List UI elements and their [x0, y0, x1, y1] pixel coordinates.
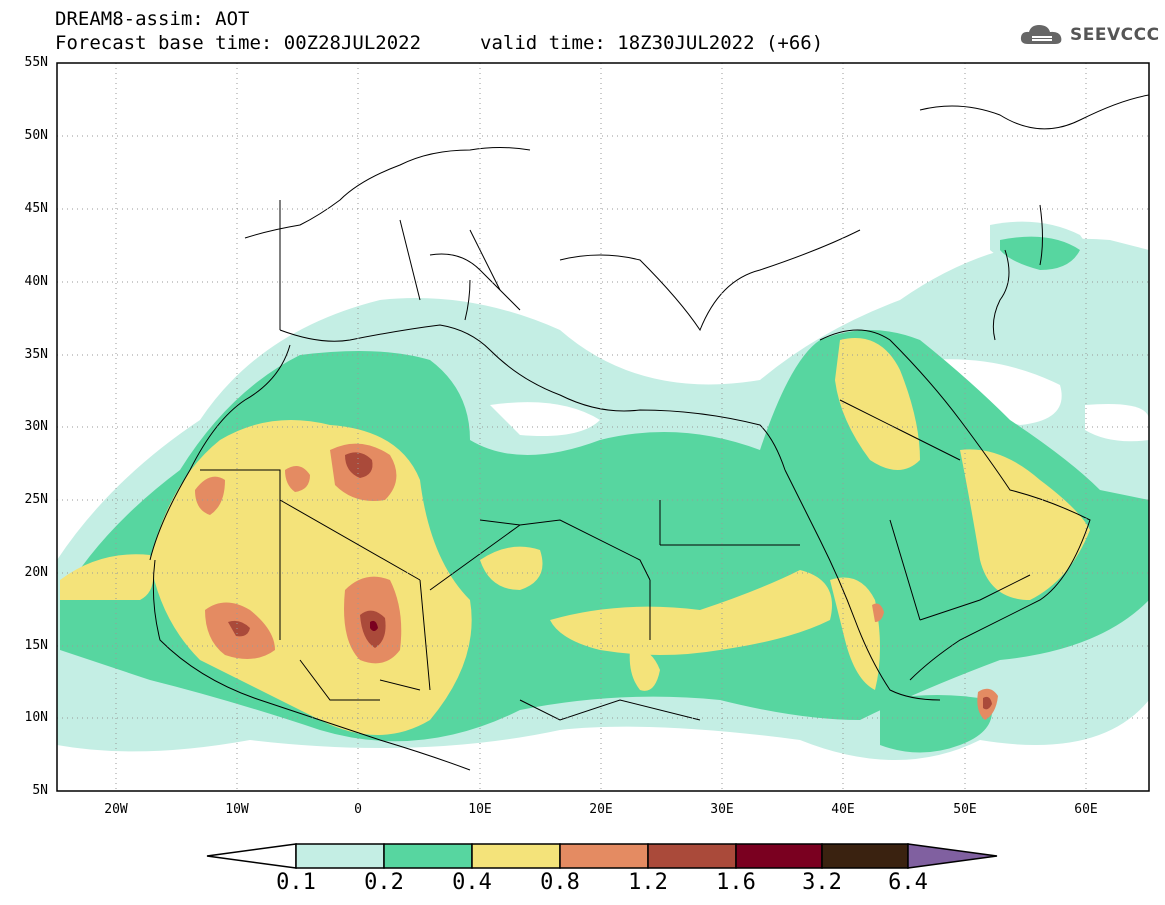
colorbar-segment-0.8-1.2 [559, 843, 649, 869]
lon-label-10e: 10E [468, 802, 492, 817]
forecast-base-time: Forecast base time: 00Z28JUL2022 [55, 32, 422, 54]
lat-label-10n: 10N [24, 710, 48, 725]
colorbar-label-1.6: 1.6 [716, 870, 756, 895]
lon-label-20w: 20W [104, 802, 128, 817]
logo-text: SEEVCCC [1070, 25, 1160, 45]
lat-label-20n: 20N [24, 565, 48, 580]
colorbar-label-3.2: 3.2 [802, 870, 842, 895]
lat-label-25n: 25N [24, 492, 48, 507]
lat-label-15n: 15N [24, 638, 48, 653]
lat-label-55n: 55N [24, 55, 48, 70]
colorbar-upper-arrow [907, 843, 998, 869]
lon-label-40e: 40E [831, 802, 855, 817]
colorbar-segment-0.1-0.2 [295, 843, 385, 869]
colorbar-label-0.8: 0.8 [540, 870, 580, 895]
map-frame [56, 62, 1150, 792]
colorbar-segment-0.2-0.4 [383, 843, 473, 869]
seevccc-logo: SEEVCCC [1018, 22, 1160, 48]
map-title: DREAM8-assim: AOT [55, 8, 250, 30]
colorbar-label-0.4: 0.4 [452, 870, 492, 895]
lat-label-40n: 40N [24, 274, 48, 289]
lon-label-50e: 50E [953, 802, 977, 817]
valid-time: valid time: 18Z30JUL2022 (+66) [480, 32, 824, 54]
lat-label-30n: 30N [24, 419, 48, 434]
colorbar-label-0.1: 0.1 [276, 870, 316, 895]
cloud-icon [1020, 25, 1062, 44]
lon-label-10w: 10W [225, 802, 249, 817]
colorbar-segment-1.2-1.6 [647, 843, 737, 869]
colorbar-label-1.2: 1.2 [628, 870, 668, 895]
lat-label-50n: 50N [24, 128, 48, 143]
lon-label-0: 0 [354, 802, 362, 817]
colorbar-lower-arrow [206, 843, 297, 869]
colorbar-segment-0.4-0.8 [471, 843, 561, 869]
lat-label-45n: 45N [24, 201, 48, 216]
colorbar-segment-3.2-6.4 [821, 843, 909, 869]
lat-label-5n: 5N [32, 783, 48, 798]
colorbar-label-0.2: 0.2 [364, 870, 404, 895]
gridlines [57, 63, 1149, 791]
colorbar-label-6.4: 6.4 [888, 870, 928, 895]
aot-field [57, 94, 1149, 771]
lon-label-20e: 20E [589, 802, 613, 817]
lon-label-30e: 30E [710, 802, 734, 817]
colorbar-segment-1.6-3.2 [735, 843, 823, 869]
lat-label-35n: 35N [24, 347, 48, 362]
lon-label-60e: 60E [1074, 802, 1098, 817]
